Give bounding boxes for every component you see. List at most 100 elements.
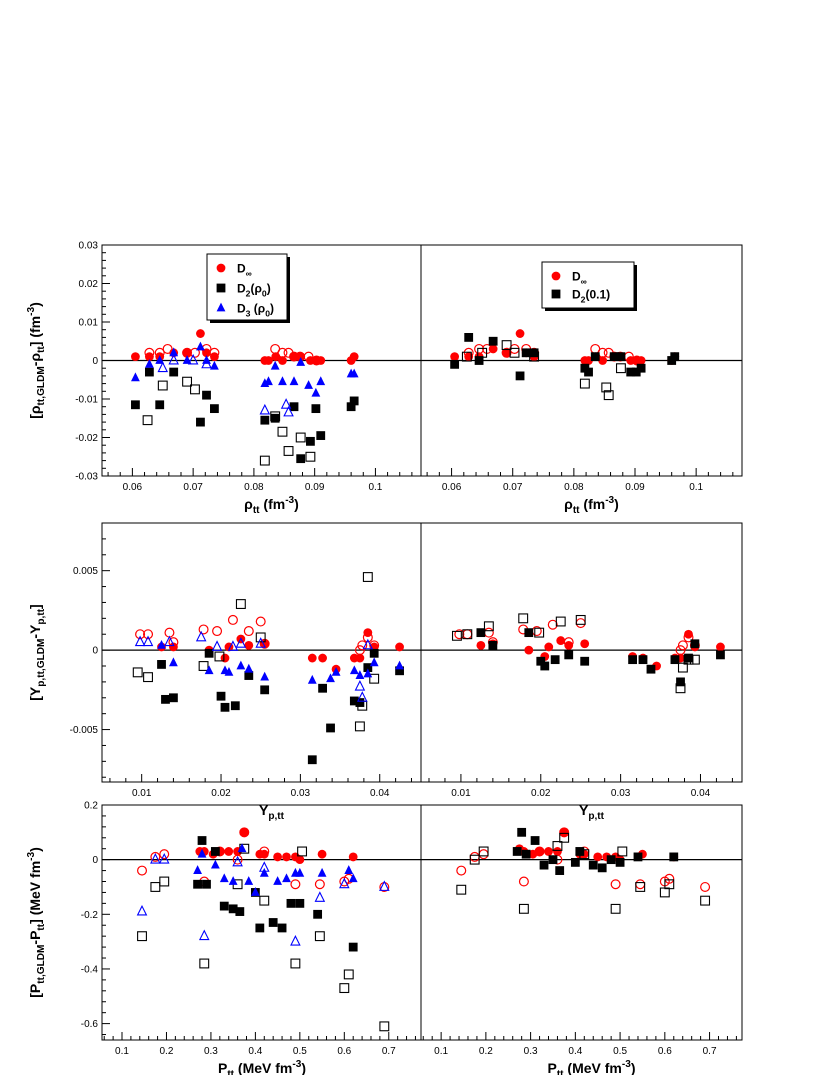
- legend: D∞D2(0.1): [541, 261, 637, 311]
- data-point: [539, 860, 549, 870]
- data-point: [544, 642, 554, 652]
- data-point: [131, 372, 140, 382]
- data-point: [316, 431, 326, 440]
- data-point: [303, 351, 314, 362]
- data-point: [518, 903, 529, 914]
- panel-r2c1: 0.01 0.02 0.03 0.04 -0.005 0 0.005 Yp,tt [Yp,tt,…: [27, 522, 422, 822]
- data-point: [244, 671, 254, 680]
- data-point: [314, 891, 326, 902]
- x-tick-label: 0.01: [132, 788, 152, 799]
- data-point: [363, 663, 373, 672]
- x-tick-label: 0.1: [368, 482, 382, 493]
- data-point: [143, 672, 153, 683]
- data-point: [395, 660, 404, 670]
- data-point: [169, 693, 178, 703]
- x-axis-label: Ptt (MeV fm-3): [547, 1059, 635, 1075]
- data-point: [456, 865, 467, 876]
- x-tick-label: 0.7: [703, 1046, 717, 1057]
- data-point: [683, 654, 694, 665]
- data-point: [555, 866, 565, 875]
- data-point: [260, 685, 270, 695]
- data-point: [617, 846, 628, 857]
- panel-r3c2: 0.1 0.2 0.3 0.4 0.5 0.6 0.7 Ptt (MeV fm-3): [420, 804, 743, 1075]
- data-point: [677, 662, 688, 673]
- data-point: [346, 402, 356, 412]
- data-point: [270, 360, 280, 370]
- data-point: [198, 661, 209, 671]
- data-point: [476, 628, 486, 638]
- marks-r3c1: [136, 827, 390, 1032]
- data-point: [232, 854, 243, 865]
- data-point: [476, 640, 486, 650]
- data-point: [616, 352, 626, 362]
- y-tick-label: -0.02: [75, 433, 98, 444]
- legend-marker: [551, 289, 561, 299]
- y-tick-label: -0.2: [81, 910, 99, 921]
- data-point: [182, 376, 193, 387]
- data-point: [544, 847, 553, 856]
- data-point: [157, 361, 169, 373]
- data-point: [290, 934, 301, 946]
- data-point: [540, 661, 550, 671]
- data-point: [369, 657, 379, 667]
- data-point: [211, 640, 223, 651]
- x-axis-label: ρtt (fm-3): [244, 495, 299, 516]
- x-tick-label: 0.3: [204, 1046, 218, 1057]
- data-point: [603, 390, 614, 401]
- data-point: [606, 855, 616, 865]
- data-point: [518, 876, 529, 887]
- data-point: [590, 352, 600, 362]
- data-point: [277, 347, 288, 358]
- legend-label: D2(ρ0): [237, 282, 271, 299]
- data-point: [635, 879, 646, 890]
- data-point: [144, 358, 154, 368]
- data-point: [529, 351, 540, 362]
- data-point: [280, 398, 292, 409]
- data-point: [283, 405, 294, 417]
- data-point: [210, 847, 220, 856]
- data-point: [255, 632, 266, 643]
- data-point: [348, 873, 358, 883]
- data-point: [314, 879, 325, 890]
- data-point: [144, 367, 154, 377]
- data-point: [477, 347, 488, 358]
- data-point: [664, 873, 675, 884]
- data-point: [239, 827, 249, 837]
- data-point: [195, 630, 207, 642]
- x-tick-label: 0.7: [382, 1046, 396, 1057]
- data-point: [196, 341, 205, 351]
- marks-layer: [131, 329, 725, 1032]
- x-tick-label: 0.09: [305, 482, 325, 493]
- y-axis-label: [Yp,tt,GLDM-Yp,tt]: [27, 604, 47, 700]
- data-point: [264, 376, 273, 386]
- x-tick-label: 0.03: [291, 788, 311, 799]
- x-axis-label: Yp,tt: [259, 802, 285, 822]
- data-point: [559, 827, 570, 838]
- data-point: [210, 360, 219, 370]
- data-point: [259, 403, 271, 415]
- data-point: [155, 355, 165, 364]
- data-point: [199, 958, 210, 969]
- x-axis-label: Ptt (MeV fm-3): [218, 1059, 306, 1075]
- x-tick-label: 0.03: [611, 788, 631, 799]
- x-axis-label: ρtt (fm-3): [564, 495, 619, 516]
- data-point: [155, 400, 165, 410]
- data-point: [311, 404, 321, 414]
- data-point: [220, 702, 230, 712]
- data-point: [615, 857, 625, 867]
- data-point: [193, 865, 202, 874]
- x-tick-label: 0.2: [160, 1046, 174, 1057]
- data-point: [501, 340, 512, 351]
- data-point: [144, 347, 155, 358]
- marks-r1c1: [131, 329, 359, 466]
- legend-marker: [216, 302, 226, 312]
- data-point: [684, 629, 693, 639]
- data-point: [615, 363, 626, 374]
- x-tick-label: 0.6: [337, 1046, 351, 1057]
- data-point: [201, 357, 212, 369]
- data-point: [349, 696, 359, 706]
- data-point: [355, 698, 365, 707]
- data-point: [198, 624, 209, 635]
- data-point: [132, 667, 143, 678]
- data-point: [197, 836, 207, 845]
